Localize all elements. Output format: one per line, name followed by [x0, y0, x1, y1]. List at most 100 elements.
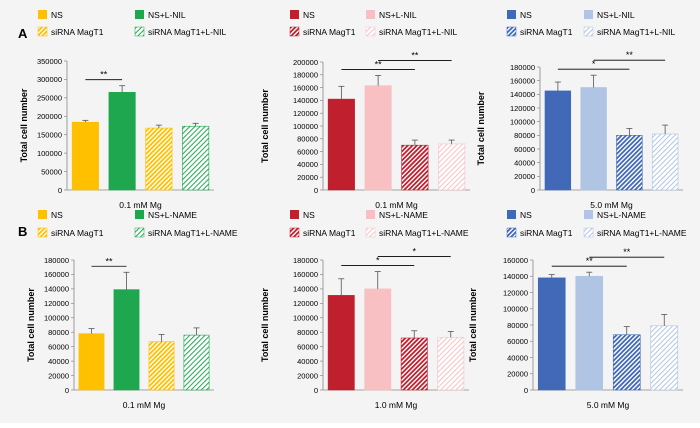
legend-swatch [289, 227, 300, 238]
chart-panel-6: NS NS+L-NAME siRNA MagT1 siRNA MagT1+L-NAME… [468, 210, 687, 410]
chart-panel-1: A NS NS+L-NIL siRNA MagT1 siRNA MagT1+L-NIL 0… [18, 10, 226, 210]
y-tick-label: 60000 [48, 342, 69, 351]
x-axis-label: 0.1 mM Mg [375, 200, 418, 210]
y-tick-label: 60000 [297, 147, 318, 156]
legend-label: siRNA MagT1 [303, 228, 356, 238]
y-axis-label: Total cell number [476, 91, 486, 165]
x-axis-label: 5.0 mM Mg [590, 200, 633, 210]
legend-label: siRNA MagT1+L-NIL [597, 27, 675, 37]
y-tick-label: 160000 [293, 83, 318, 92]
y-tick-label: 0 [524, 386, 528, 395]
y-tick-label: 60000 [507, 337, 528, 346]
y-tick-label: 20000 [297, 371, 318, 380]
legend-label: NS+L-NIL [597, 10, 635, 20]
x-axis-label: 5.0 mM Mg [587, 400, 630, 410]
legend-label: siRNA MagT1+L-NAME [379, 228, 469, 238]
legend-swatch [290, 210, 299, 219]
y-tick-label: 40000 [297, 160, 318, 169]
legend-swatch [37, 227, 48, 238]
bar-2 [575, 275, 604, 391]
bar-3 [401, 144, 429, 191]
y-tick-label: 100000 [37, 149, 62, 158]
y-tick-label: 200000 [37, 112, 62, 121]
legend-label: NS+L-NAME [148, 210, 197, 220]
y-tick-label: 180000 [293, 256, 318, 265]
significance-marker: ** [100, 70, 108, 80]
bar-4 [650, 325, 679, 391]
y-tick-label: 160000 [293, 270, 318, 279]
legend-swatch [290, 10, 299, 19]
y-axis-label: Total cell number [468, 288, 478, 362]
legend-swatch [135, 210, 144, 219]
y-tick-label: 40000 [514, 158, 535, 167]
y-tick-label: 140000 [293, 96, 318, 105]
legend-swatch [289, 26, 300, 37]
y-tick-label: 120000 [44, 299, 69, 308]
legend-swatch [583, 26, 594, 37]
y-axis-label: Total cell number [19, 88, 29, 162]
bar-1 [537, 277, 566, 391]
y-tick-label: 100000 [503, 305, 528, 314]
y-tick-label: 80000 [507, 321, 528, 330]
y-tick-label: 40000 [297, 357, 318, 366]
bar-2 [108, 92, 136, 191]
legend-label: siRNA MagT1 [51, 228, 104, 238]
legend-swatch [365, 26, 376, 37]
y-tick-label: 100000 [293, 314, 318, 323]
y-tick-label: 120000 [293, 109, 318, 118]
legend-label: NS+L-NAME [597, 210, 646, 220]
legend-label: NS [520, 210, 532, 220]
y-tick-label: 0 [314, 386, 318, 395]
y-tick-label: 180000 [44, 256, 69, 265]
significance-marker: ** [626, 50, 634, 60]
bar-2 [580, 87, 607, 191]
y-tick-label: 100000 [44, 314, 69, 323]
bar-3 [145, 127, 173, 191]
y-tick-label: 120000 [510, 104, 535, 113]
legend-label: NS+L-NIL [379, 10, 417, 20]
chart-panel-4: B NS NS+L-NAME siRNA MagT1 siRNA MagT1+L-NAM… [18, 210, 238, 410]
y-tick-label: 80000 [297, 328, 318, 337]
significance-marker: ** [586, 256, 594, 266]
y-tick-label: 20000 [514, 172, 535, 181]
y-tick-label: 140000 [44, 285, 69, 294]
legend-swatch [134, 26, 145, 37]
x-axis-label: 1.0 mM Mg [375, 400, 418, 410]
y-tick-label: 80000 [514, 131, 535, 140]
y-tick-label: 140000 [293, 285, 318, 294]
legend-label: siRNA MagT1+L-NAME [148, 228, 238, 238]
y-tick-label: 160000 [503, 256, 528, 265]
y-tick-label: 250000 [37, 94, 62, 103]
bar-1 [78, 333, 105, 391]
legend-label: siRNA MagT1+L-NIL [379, 27, 457, 37]
y-tick-label: 180000 [510, 63, 535, 72]
y-tick-label: 160000 [44, 270, 69, 279]
legend-label: NS [51, 210, 63, 220]
legend-label: NS [51, 10, 63, 20]
y-tick-label: 0 [531, 186, 535, 195]
y-axis-label: Total cell number [26, 288, 36, 362]
legend-label: siRNA MagT1+L-NAME [597, 228, 687, 238]
y-tick-label: 80000 [297, 135, 318, 144]
y-tick-label: 140000 [510, 90, 535, 99]
x-axis-label: 0.1 mM Mg [119, 200, 162, 210]
significance-marker: * [412, 247, 416, 257]
panel-label: A [18, 26, 28, 41]
y-tick-label: 20000 [48, 371, 69, 380]
legend-swatch [507, 210, 516, 219]
legend-label: siRNA MagT1 [51, 27, 104, 37]
legend-label: NS+L-NAME [379, 210, 428, 220]
legend-swatch [38, 210, 47, 219]
legend-swatch [583, 227, 594, 238]
bar-4 [438, 143, 466, 191]
significance-marker: ** [623, 247, 631, 257]
legend-label: siRNA MagT1 [520, 27, 573, 37]
y-axis-label: Total cell number [260, 89, 270, 163]
significance-marker: * [592, 59, 596, 69]
legend-swatch [507, 10, 516, 19]
legend-label: siRNA MagT1 [303, 27, 356, 37]
x-axis-label: 0.1 mM Mg [123, 400, 166, 410]
bar-2 [364, 85, 392, 191]
legend-swatch [506, 227, 517, 238]
